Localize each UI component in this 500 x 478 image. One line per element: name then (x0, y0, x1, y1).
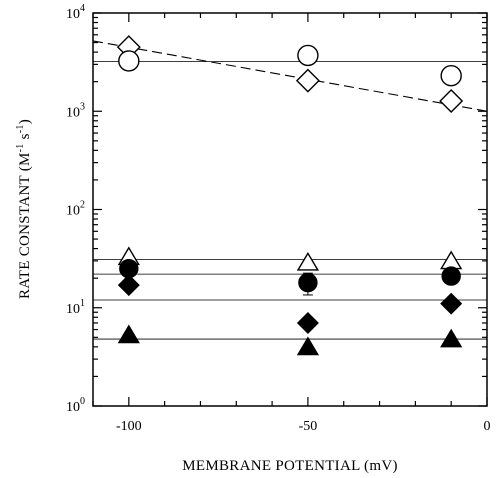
filled-triangle-point (296, 336, 320, 356)
y-tick-label: 100 (66, 396, 85, 415)
filled-triangle-point (117, 324, 140, 344)
y-tick-label: 104 (66, 3, 85, 22)
filled-diamond-point (440, 292, 463, 315)
y-axis-title-sup: -1 (15, 124, 26, 133)
y-tick-label: 101 (66, 298, 85, 317)
y-axis-title: RATE CONSTANT (M-1 s-1) (15, 119, 33, 299)
y-tick-label: 102 (66, 200, 85, 219)
open-circle-point (118, 50, 140, 72)
filled-diamond-point (296, 311, 319, 334)
fit-line-dashed (92, 40, 488, 112)
y-axis-title-sup: -1 (15, 143, 26, 152)
x-tick-label: -50 (299, 419, 318, 434)
open-circle-point (297, 44, 319, 67)
y-tick-label: 103 (66, 101, 85, 120)
y-tick-label-base: 10 (66, 400, 80, 415)
open-circle-point (440, 65, 462, 87)
y-axis-title-part: RATE CONSTANT (M (17, 152, 33, 299)
data-markers (116, 35, 464, 356)
filled-triangle-point (440, 328, 463, 348)
y-tick-label-exponent: 4 (80, 3, 85, 14)
open-diamond-point (439, 89, 464, 114)
y-tick-label-base: 10 (66, 105, 80, 120)
open-diamond-point (295, 68, 320, 93)
filled-diamond-point (117, 274, 140, 297)
y-tick-label-base: 10 (66, 302, 80, 317)
y-tick-label-exponent: 2 (80, 200, 85, 211)
y-tick-label-exponent: 3 (80, 101, 85, 112)
open-triangle-point (440, 250, 463, 270)
plot-frame (92, 12, 488, 407)
x-tick-label: -100 (116, 419, 142, 434)
y-tick-label-exponent: 0 (80, 396, 85, 407)
filled-circle-point (441, 266, 461, 286)
x-axis-title: MEMBRANE POTENTIAL (mV) (182, 458, 398, 474)
y-axis-title-part: ) (17, 119, 33, 124)
axis-ticks (92, 12, 488, 407)
fit-lines (92, 40, 488, 340)
filled-circle-point (298, 272, 318, 293)
y-tick-label-base: 10 (66, 204, 80, 219)
x-tick-label: 0 (484, 419, 491, 434)
y-axis-title-part: s (17, 133, 33, 143)
open-triangle-point (296, 251, 320, 271)
y-tick-label-exponent: 1 (80, 298, 85, 309)
y-tick-label-base: 10 (66, 7, 80, 22)
